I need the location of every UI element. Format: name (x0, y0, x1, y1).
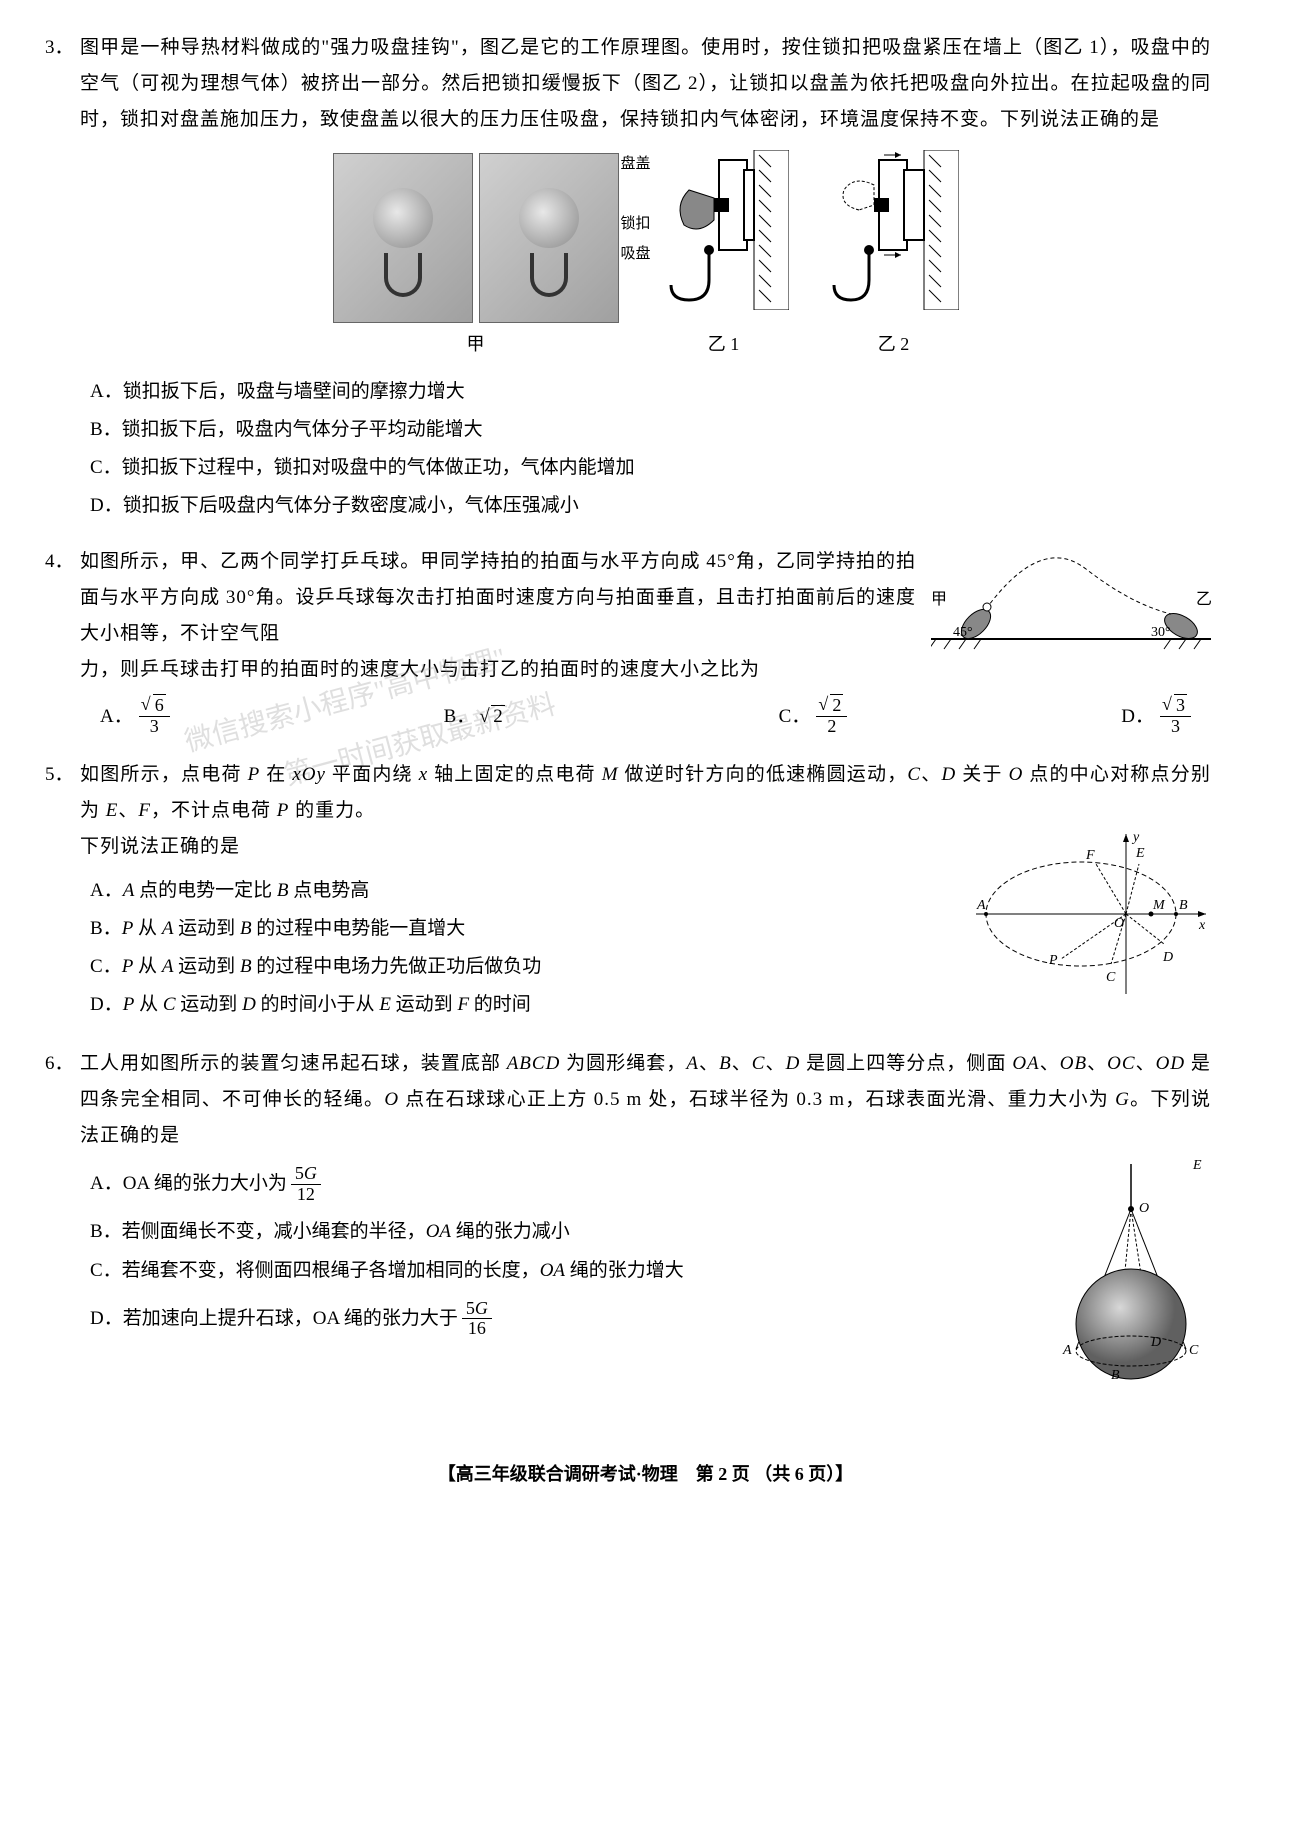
svg-text:E: E (1192, 1158, 1202, 1173)
svg-text:x: x (1198, 918, 1206, 933)
photo-hook-2 (479, 153, 619, 323)
question-3: 3． 图甲是一种导热材料做成的"强力吸盘挂钩"，图乙是它的工作原理图。使用时，按… (80, 30, 1211, 524)
q5-options: A．A 点的电势一定比 B 点电势高 B．P 从 A 运动到 B 的过程中电势能… (80, 873, 956, 1023)
q4-option-b: B． 2 (444, 696, 505, 737)
q5-body-cont: 下列说法正确的是 (80, 829, 956, 865)
q3-option-c: C．锁扣扳下过程中，锁扣对吸盘中的气体做正功，气体内能增加 (80, 450, 1211, 486)
question-6: 6． 工人用如图所示的装置匀速吊起石球，装置底部 ABCD 为圆形绳套，A、B、… (80, 1046, 1211, 1417)
caption-yi2: 乙 2 (829, 327, 959, 361)
svg-text:y: y (1131, 830, 1140, 845)
question-4: 4． 如图所示，甲、乙两个同学打乒乓球。甲同学持拍的拍面与水平方向成 45°角，… (80, 544, 1211, 737)
page-footer: 【高三年级联合调研考试·物理 第 2 页 （共 6 页）】 (80, 1457, 1211, 1491)
question-5: 5． 如图所示，点电荷 P 在 xOy 平面内绕 x 轴上固定的点电荷 M 做逆… (80, 757, 1211, 1026)
svg-text:F: F (1085, 848, 1095, 863)
q6-option-b: B．若侧面绳长不变，减小绳套的半径，OA 绳的张力减小 (80, 1214, 1036, 1250)
q4-option-d: D． 33 (1121, 696, 1191, 737)
q5-figure: x y A B M O C D E F P (971, 829, 1211, 1012)
footer-text: 【高三年级联合调研考试·物理 第 2 页 （共 6 页）】 (438, 1464, 854, 1484)
svg-text:O: O (1114, 916, 1124, 931)
q6-option-a: A．OA 绳的张力大小为 5G12 (80, 1164, 1036, 1205)
label-pangai: 盘盖 (621, 150, 651, 179)
q4-option-a: A． 63 (100, 696, 170, 737)
q3-option-b: B．锁扣扳下后，吸盘内气体分子平均动能增大 (80, 412, 1211, 448)
q6-number: 6． (45, 1046, 74, 1082)
q5-diagram-svg: x y A B M O C D E F P (971, 829, 1211, 999)
q5-number: 5． (45, 757, 74, 793)
q4-options: A． 63 B． 2 C． 22 D． 33 (80, 696, 1211, 737)
q5-option-b: B．P 从 A 运动到 B 的过程中电势能一直增大 (80, 911, 956, 947)
q5-option-d: D．P 从 C 运动到 D 的时间小于从 E 运动到 F 的时间 (80, 987, 956, 1023)
q5-option-c: C．P 从 A 运动到 B 的过程中电场力先做正功后做负功 (80, 949, 956, 985)
svg-text:A: A (976, 898, 986, 913)
svg-text:D: D (1162, 950, 1173, 965)
svg-text:P: P (1048, 953, 1058, 968)
q4-body-2: 力，则乒乓球击打甲的拍面时的速度大小与击打乙的拍面时的速度大小之比为 (80, 652, 916, 688)
q5-body: 如图所示，点电荷 P 在 xOy 平面内绕 x 轴上固定的点电荷 M 做逆时针方… (80, 757, 1211, 829)
figure-yi2: 乙 2 (829, 150, 959, 361)
q6-diagram-svg: O E A B C D (1051, 1154, 1211, 1404)
svg-text:A: A (1062, 1343, 1072, 1358)
label-suokou: 锁扣 (621, 210, 651, 239)
q5-option-a: A．A 点的电势一定比 B 点电势高 (80, 873, 956, 909)
svg-text:B: B (1111, 1368, 1120, 1383)
label-yi: 乙 (1196, 591, 1211, 608)
q4-diagram-svg: 45° 30° 甲 乙 (931, 544, 1211, 654)
label-xipan: 吸盘 (621, 240, 651, 269)
svg-text:O: O (1139, 1201, 1149, 1216)
q4-number: 4． (45, 544, 74, 580)
svg-text:D: D (1150, 1335, 1161, 1350)
diagram-yi2-svg (829, 150, 959, 310)
q6-figure: O E A B C D (1051, 1154, 1211, 1417)
q3-number: 3． (45, 30, 74, 66)
figure-jia: 甲 (333, 153, 619, 361)
q4-body-1: 如图所示，甲、乙两个同学打乒乓球。甲同学持拍的拍面与水平方向成 45°角，乙同学… (80, 544, 916, 652)
angle-45: 45° (953, 625, 973, 640)
q3-option-a: A．锁扣扳下后，吸盘与墙壁间的摩擦力增大 (80, 374, 1211, 410)
label-jia: 甲 (931, 591, 947, 608)
q6-option-d: D．若加速向上提升石球，OA 绳的张力大于 5G16 (80, 1299, 1036, 1340)
svg-text:E: E (1135, 846, 1145, 861)
caption-yi1: 乙 1 (659, 327, 789, 361)
svg-text:B: B (1179, 898, 1188, 913)
q3-body: 图甲是一种导热材料做成的"强力吸盘挂钩"，图乙是它的工作原理图。使用时，按住锁扣… (80, 30, 1211, 138)
svg-text:C: C (1106, 970, 1116, 985)
q4-figure: 45° 30° 甲 乙 (931, 544, 1211, 667)
photo-hook-1 (333, 153, 473, 323)
diagram-yi1-svg (659, 150, 789, 310)
svg-text:M: M (1152, 898, 1166, 913)
q3-option-d: D．锁扣扳下后吸盘内气体分子数密度减小，气体压强减小 (80, 488, 1211, 524)
q4-option-c: C． 22 (779, 696, 848, 737)
figure-yi1: 盘盖 锁扣 吸盘 (659, 150, 789, 361)
svg-text:C: C (1189, 1343, 1199, 1358)
caption-jia: 甲 (333, 327, 619, 361)
q3-options: A．锁扣扳下后，吸盘与墙壁间的摩擦力增大 B．锁扣扳下后，吸盘内气体分子平均动能… (80, 374, 1211, 524)
q3-figures: 甲 盘盖 锁扣 吸盘 (80, 150, 1211, 361)
angle-30: 30° (1151, 625, 1171, 640)
q6-body: 工人用如图所示的装置匀速吊起石球，装置底部 ABCD 为圆形绳套，A、B、C、D… (80, 1046, 1211, 1154)
q6-option-c: C．若绳套不变，将侧面四根绳子各增加相同的长度，OA 绳的张力增大 (80, 1253, 1036, 1289)
q6-options: A．OA 绳的张力大小为 5G12 B．若侧面绳长不变，减小绳套的半径，OA 绳… (80, 1164, 1036, 1339)
